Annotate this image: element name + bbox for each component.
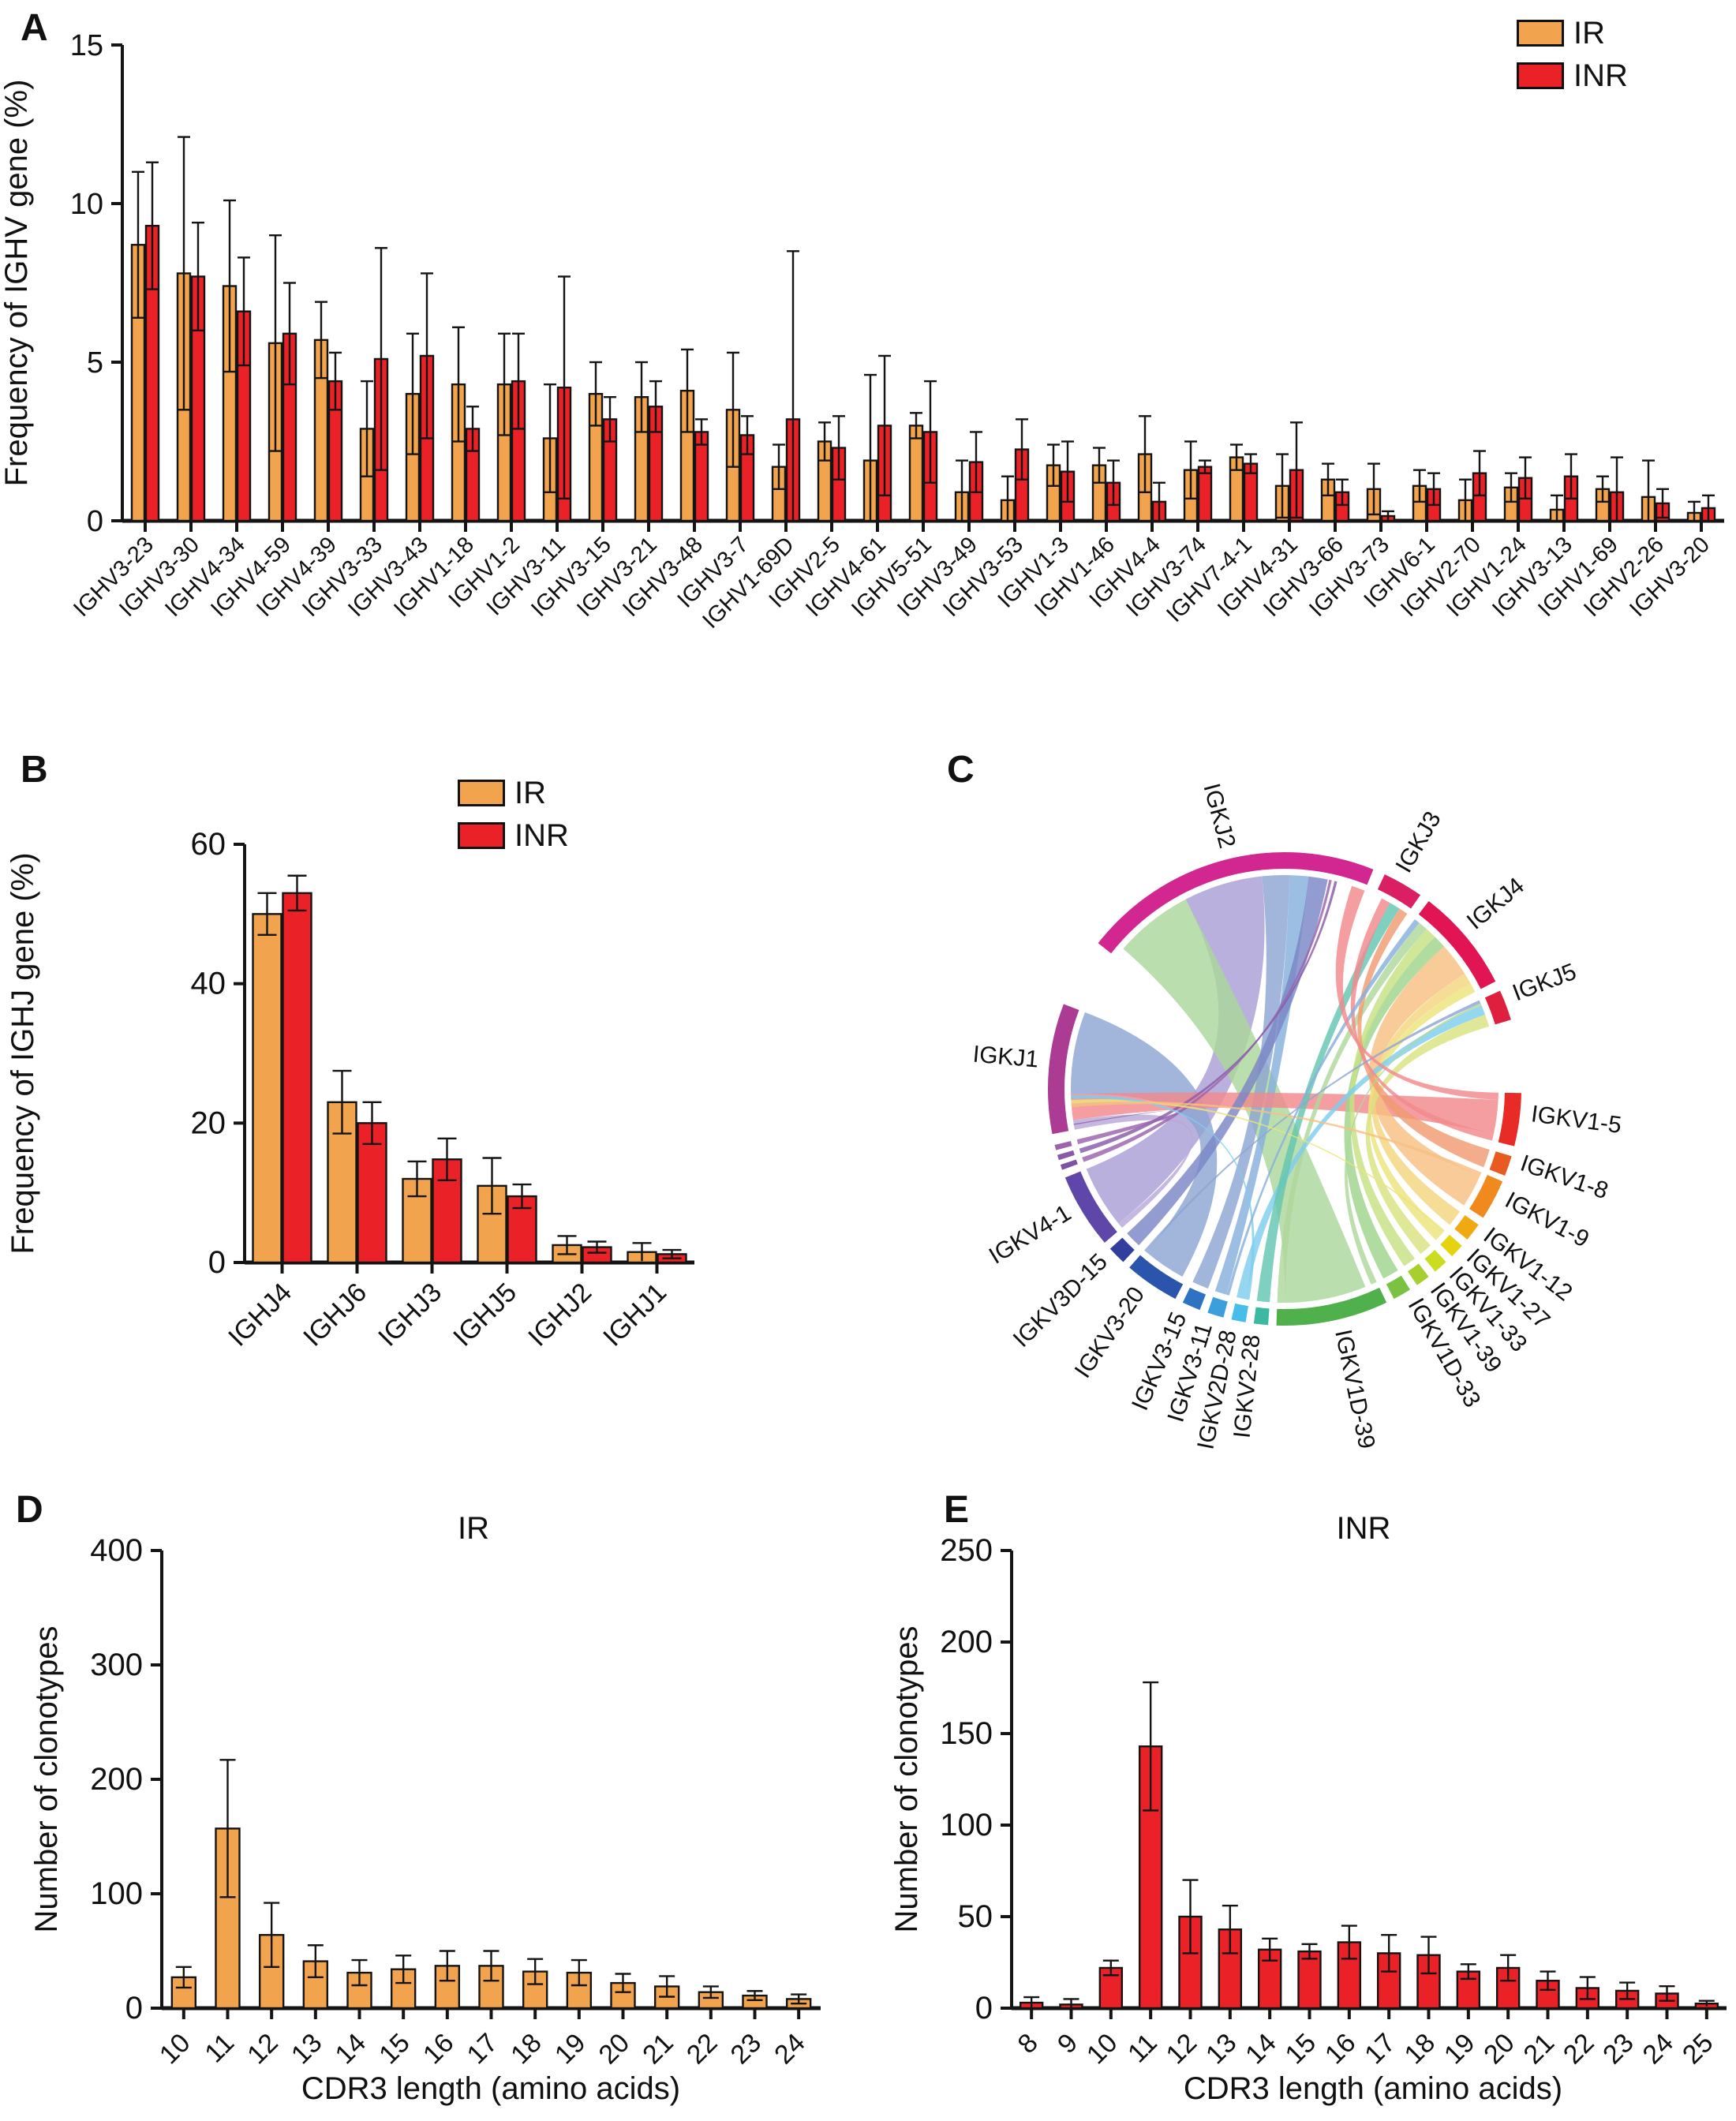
svg-text:15: 15 bbox=[373, 2028, 416, 2070]
svg-text:11: 11 bbox=[199, 2028, 240, 2069]
svg-text:Number of clonotypes: Number of clonotypes bbox=[29, 1625, 64, 1932]
svg-text:9: 9 bbox=[1052, 2028, 1083, 2059]
svg-text:15: 15 bbox=[1280, 2028, 1323, 2070]
ir-legend-label: IR bbox=[1573, 16, 1605, 50]
svg-text:14: 14 bbox=[1240, 2028, 1282, 2070]
svg-text:Frequency of IGHJ gene (%): Frequency of IGHJ gene (%) bbox=[6, 852, 40, 1254]
ir-legend-label: IR bbox=[514, 776, 546, 810]
svg-text:20: 20 bbox=[593, 2028, 636, 2070]
svg-text:16: 16 bbox=[417, 2028, 460, 2070]
legend-row-inr: INR bbox=[458, 820, 569, 851]
svg-text:20: 20 bbox=[191, 1105, 226, 1140]
panel-a-legend: IR INR bbox=[1517, 17, 1628, 92]
svg-text:18: 18 bbox=[505, 2028, 548, 2070]
svg-text:19: 19 bbox=[549, 2028, 592, 2070]
svg-text:8: 8 bbox=[1012, 2028, 1044, 2059]
svg-text:IGKJ4: IGKJ4 bbox=[1462, 873, 1529, 935]
panel-e-letter: E bbox=[944, 1489, 970, 1531]
legend-row-ir: IR bbox=[458, 777, 569, 809]
svg-text:0: 0 bbox=[87, 505, 103, 538]
svg-text:50: 50 bbox=[958, 1899, 993, 1934]
svg-text:19: 19 bbox=[1439, 2028, 1481, 2070]
svg-text:100: 100 bbox=[940, 1808, 993, 1842]
panel-b-letter: B bbox=[21, 749, 48, 791]
svg-text:22: 22 bbox=[681, 2028, 724, 2070]
svg-text:150: 150 bbox=[940, 1716, 993, 1751]
svg-text:14: 14 bbox=[330, 2028, 372, 2070]
svg-text:Frequency of IGHV gene (%): Frequency of IGHV gene (%) bbox=[0, 80, 34, 487]
svg-text:250: 250 bbox=[940, 1533, 993, 1568]
inr-legend-label: INR bbox=[1573, 58, 1628, 93]
svg-text:24: 24 bbox=[769, 2028, 811, 2070]
svg-text:100: 100 bbox=[90, 1876, 143, 1911]
svg-text:200: 200 bbox=[90, 1762, 143, 1797]
ighv-frequency-bar-chart: 051015IGHV3-23IGHV3-30IGHV4-34IGHV4-59IG… bbox=[0, 29, 1724, 634]
svg-text:22: 22 bbox=[1558, 2028, 1600, 2070]
svg-text:13: 13 bbox=[286, 2028, 328, 2070]
svg-text:23: 23 bbox=[1597, 2028, 1640, 2070]
svg-text:IGKJ1: IGKJ1 bbox=[972, 1041, 1040, 1072]
legend-row-ir: IR bbox=[1517, 17, 1628, 49]
svg-text:25: 25 bbox=[1677, 2028, 1719, 2070]
svg-text:IGKV1D-39: IGKV1D-39 bbox=[1330, 1327, 1380, 1451]
svg-text:IGKJ2: IGKJ2 bbox=[1198, 780, 1240, 851]
ir-swatch bbox=[1517, 20, 1564, 47]
svg-text:16: 16 bbox=[1319, 2028, 1362, 2070]
panel-c-letter: C bbox=[947, 749, 975, 791]
svg-text:IGKV1-5: IGKV1-5 bbox=[1529, 1101, 1622, 1139]
svg-text:IGHJ6: IGHJ6 bbox=[297, 1277, 372, 1352]
svg-text:0: 0 bbox=[125, 1991, 143, 2026]
svg-text:0: 0 bbox=[208, 1245, 226, 1280]
panel-d-letter: D bbox=[16, 1489, 43, 1531]
svg-text:20: 20 bbox=[1478, 2028, 1521, 2070]
svg-text:IGHJ1: IGHJ1 bbox=[597, 1277, 672, 1352]
svg-text:IGHJ3: IGHJ3 bbox=[372, 1277, 447, 1352]
svg-text:60: 60 bbox=[191, 827, 226, 862]
svg-text:IGKV4-1: IGKV4-1 bbox=[985, 1200, 1076, 1270]
svg-text:17: 17 bbox=[462, 2028, 504, 2070]
svg-text:13: 13 bbox=[1200, 2028, 1243, 2070]
svg-text:INR: INR bbox=[1337, 1511, 1391, 1546]
inr-legend-label: INR bbox=[514, 818, 569, 853]
svg-text:IR: IR bbox=[458, 1511, 489, 1546]
igk-chord-diagram: IGKJ2 IGKJ3IGKJ4IGKJ5IGKV1-5IGKV1-8IGKV1-… bbox=[972, 780, 1623, 1451]
svg-text:23: 23 bbox=[725, 2028, 768, 2070]
inr-swatch bbox=[458, 822, 505, 849]
panel-a-letter: A bbox=[21, 7, 48, 49]
svg-text:12: 12 bbox=[241, 2028, 284, 2070]
svg-text:IGHJ2: IGHJ2 bbox=[522, 1277, 597, 1352]
svg-text:Number of clonotypes: Number of clonotypes bbox=[889, 1625, 924, 1932]
svg-text:40: 40 bbox=[191, 967, 226, 1001]
svg-text:IGHJ5: IGHJ5 bbox=[447, 1277, 522, 1352]
svg-text:15: 15 bbox=[70, 29, 103, 62]
svg-text:12: 12 bbox=[1161, 2028, 1203, 2070]
svg-text:CDR3 length (amino acids): CDR3 length (amino acids) bbox=[301, 2071, 680, 2106]
svg-text:24: 24 bbox=[1637, 2028, 1680, 2070]
svg-text:300: 300 bbox=[90, 1648, 143, 1682]
svg-text:10: 10 bbox=[70, 188, 103, 221]
ighj-frequency-bar-chart: 0 20 40 60 IGHJ4 IGHJ6 IGHJ3 IGHJ5 IGHJ2 IGHJ1 Fre… bbox=[6, 827, 694, 1352]
svg-text:11: 11 bbox=[1122, 2028, 1163, 2069]
svg-text:CDR3 length (amino acids): CDR3 length (amino acids) bbox=[1184, 2071, 1562, 2106]
inr-swatch bbox=[1517, 62, 1564, 89]
svg-text:21: 21 bbox=[1518, 2028, 1561, 2070]
svg-text:0: 0 bbox=[975, 1991, 993, 2026]
ir-swatch bbox=[458, 780, 505, 806]
svg-text:21: 21 bbox=[637, 2028, 679, 2070]
legend-row-inr: INR bbox=[1517, 60, 1628, 92]
svg-text:17: 17 bbox=[1359, 2028, 1401, 2070]
svg-text:18: 18 bbox=[1399, 2028, 1442, 2070]
svg-text:IGKJ3: IGKJ3 bbox=[1390, 807, 1446, 877]
svg-text:10: 10 bbox=[1081, 2028, 1124, 2070]
svg-text:5: 5 bbox=[87, 346, 103, 380]
panel-b-legend: IR INR bbox=[458, 777, 569, 851]
svg-text:400: 400 bbox=[90, 1533, 143, 1568]
svg-text:IGHJ4: IGHJ4 bbox=[223, 1277, 297, 1352]
svg-text:10: 10 bbox=[154, 2028, 196, 2070]
svg-text:IGKJ5: IGKJ5 bbox=[1509, 959, 1580, 1006]
svg-text:200: 200 bbox=[940, 1625, 993, 1659]
